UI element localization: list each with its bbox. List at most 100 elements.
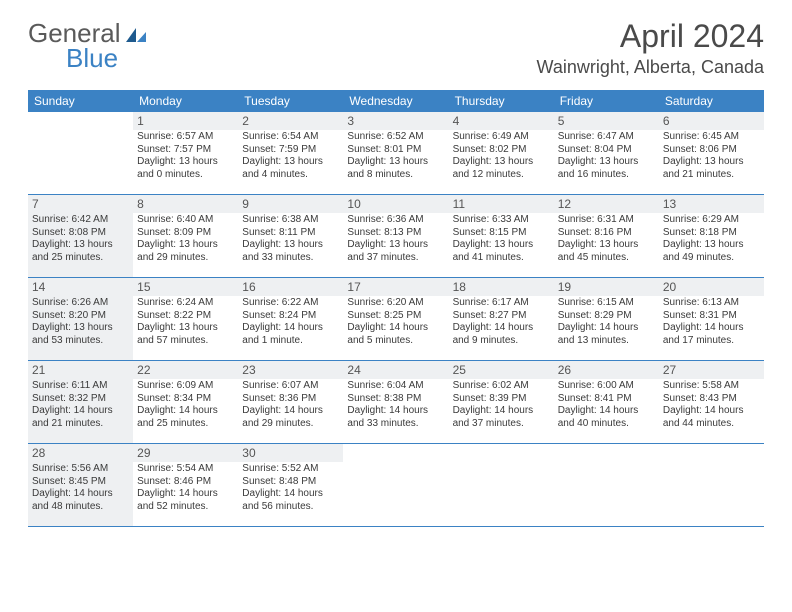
day-info-line: Daylight: 14 hours bbox=[32, 488, 129, 501]
day-info-line: Sunset: 8:41 PM bbox=[558, 393, 655, 406]
day-info-line: and 1 minute. bbox=[242, 335, 339, 348]
day-info-line: Sunset: 8:09 PM bbox=[137, 227, 234, 240]
day-info-line: Sunset: 7:57 PM bbox=[137, 144, 234, 157]
day-info-line: Sunrise: 6:24 AM bbox=[137, 297, 234, 310]
day-info-line: and 45 minutes. bbox=[558, 252, 655, 265]
dow-cell: Wednesday bbox=[343, 90, 448, 112]
day-cell: 13Sunrise: 6:29 AMSunset: 8:18 PMDayligh… bbox=[659, 195, 764, 277]
day-info-line: and 49 minutes. bbox=[663, 252, 760, 265]
day-info-line: Daylight: 14 hours bbox=[242, 322, 339, 335]
month-title: April 2024 bbox=[537, 18, 764, 55]
day-info-line: Sunrise: 6:26 AM bbox=[32, 297, 129, 310]
day-cell bbox=[554, 444, 659, 526]
day-info-line: Daylight: 14 hours bbox=[137, 405, 234, 418]
day-info-line: Daylight: 13 hours bbox=[242, 156, 339, 169]
day-info-line: Sunset: 8:24 PM bbox=[242, 310, 339, 323]
day-info-line: and 21 minutes. bbox=[32, 418, 129, 431]
day-info-line: Daylight: 14 hours bbox=[453, 322, 550, 335]
dow-row: SundayMondayTuesdayWednesdayThursdayFrid… bbox=[28, 90, 764, 112]
day-info-line: and 40 minutes. bbox=[558, 418, 655, 431]
day-info-line: and 37 minutes. bbox=[453, 418, 550, 431]
day-cell: 15Sunrise: 6:24 AMSunset: 8:22 PMDayligh… bbox=[133, 278, 238, 360]
day-info-line: Daylight: 14 hours bbox=[137, 488, 234, 501]
day-info-line: and 9 minutes. bbox=[453, 335, 550, 348]
day-info-line: Sunrise: 6:09 AM bbox=[137, 380, 234, 393]
day-number: 13 bbox=[659, 195, 764, 213]
day-number: 25 bbox=[449, 361, 554, 379]
day-info-line: Sunset: 8:48 PM bbox=[242, 476, 339, 489]
day-cell: 3Sunrise: 6:52 AMSunset: 8:01 PMDaylight… bbox=[343, 112, 448, 194]
day-info-line: Daylight: 14 hours bbox=[347, 322, 444, 335]
day-info-line: and 57 minutes. bbox=[137, 335, 234, 348]
day-info-line: and 37 minutes. bbox=[347, 252, 444, 265]
day-number: 3 bbox=[343, 112, 448, 130]
day-number: 29 bbox=[133, 444, 238, 462]
day-info-line: Daylight: 13 hours bbox=[137, 239, 234, 252]
day-cell: 29Sunrise: 5:54 AMSunset: 8:46 PMDayligh… bbox=[133, 444, 238, 526]
day-info-line: Sunset: 8:16 PM bbox=[558, 227, 655, 240]
day-info-line: Daylight: 13 hours bbox=[558, 156, 655, 169]
day-info-line: and 41 minutes. bbox=[453, 252, 550, 265]
day-cell bbox=[28, 112, 133, 194]
day-number: 24 bbox=[343, 361, 448, 379]
day-number: 26 bbox=[554, 361, 659, 379]
day-info-line: and 29 minutes. bbox=[242, 418, 339, 431]
day-info-line: Daylight: 14 hours bbox=[558, 322, 655, 335]
week-row: 14Sunrise: 6:26 AMSunset: 8:20 PMDayligh… bbox=[28, 278, 764, 361]
title-block: April 2024 Wainwright, Alberta, Canada bbox=[537, 18, 764, 78]
day-info-line: Sunset: 8:46 PM bbox=[137, 476, 234, 489]
day-cell: 27Sunrise: 5:58 AMSunset: 8:43 PMDayligh… bbox=[659, 361, 764, 443]
day-info-line: Sunrise: 6:13 AM bbox=[663, 297, 760, 310]
day-info-line: Daylight: 13 hours bbox=[242, 239, 339, 252]
day-info-line: Daylight: 13 hours bbox=[347, 156, 444, 169]
day-info-line: Sunset: 8:25 PM bbox=[347, 310, 444, 323]
day-cell: 16Sunrise: 6:22 AMSunset: 8:24 PMDayligh… bbox=[238, 278, 343, 360]
day-number: 20 bbox=[659, 278, 764, 296]
location: Wainwright, Alberta, Canada bbox=[537, 57, 764, 78]
day-info-line: Sunrise: 6:45 AM bbox=[663, 131, 760, 144]
day-number: 28 bbox=[28, 444, 133, 462]
day-info-line: Sunrise: 6:02 AM bbox=[453, 380, 550, 393]
dow-cell: Thursday bbox=[449, 90, 554, 112]
day-info-line: Daylight: 13 hours bbox=[663, 239, 760, 252]
day-info-line: Daylight: 14 hours bbox=[242, 488, 339, 501]
day-info-line: Sunset: 8:27 PM bbox=[453, 310, 550, 323]
week-row: 21Sunrise: 6:11 AMSunset: 8:32 PMDayligh… bbox=[28, 361, 764, 444]
day-info-line: Daylight: 13 hours bbox=[32, 239, 129, 252]
dow-cell: Monday bbox=[133, 90, 238, 112]
day-number: 27 bbox=[659, 361, 764, 379]
day-info-line: Sunset: 8:36 PM bbox=[242, 393, 339, 406]
day-info-line: and 0 minutes. bbox=[137, 169, 234, 182]
day-number: 5 bbox=[554, 112, 659, 130]
day-cell: 9Sunrise: 6:38 AMSunset: 8:11 PMDaylight… bbox=[238, 195, 343, 277]
week-row: 7Sunrise: 6:42 AMSunset: 8:08 PMDaylight… bbox=[28, 195, 764, 278]
day-info-line: Sunset: 7:59 PM bbox=[242, 144, 339, 157]
day-info-line: Daylight: 13 hours bbox=[453, 156, 550, 169]
day-info-line: and 52 minutes. bbox=[137, 501, 234, 514]
day-info-line: Sunset: 8:06 PM bbox=[663, 144, 760, 157]
day-info-line: Sunrise: 6:57 AM bbox=[137, 131, 234, 144]
day-cell: 25Sunrise: 6:02 AMSunset: 8:39 PMDayligh… bbox=[449, 361, 554, 443]
day-info-line: Daylight: 14 hours bbox=[558, 405, 655, 418]
day-cell bbox=[659, 444, 764, 526]
day-info-line: Sunset: 8:15 PM bbox=[453, 227, 550, 240]
day-number: 4 bbox=[449, 112, 554, 130]
day-info-line: and 17 minutes. bbox=[663, 335, 760, 348]
day-info-line: Sunset: 8:11 PM bbox=[242, 227, 339, 240]
day-info-line: Daylight: 13 hours bbox=[663, 156, 760, 169]
day-cell: 22Sunrise: 6:09 AMSunset: 8:34 PMDayligh… bbox=[133, 361, 238, 443]
day-number: 14 bbox=[28, 278, 133, 296]
day-info-line: Sunrise: 6:33 AM bbox=[453, 214, 550, 227]
day-cell: 28Sunrise: 5:56 AMSunset: 8:45 PMDayligh… bbox=[28, 444, 133, 526]
day-cell bbox=[343, 444, 448, 526]
day-cell: 26Sunrise: 6:00 AMSunset: 8:41 PMDayligh… bbox=[554, 361, 659, 443]
day-info-line: Daylight: 13 hours bbox=[137, 156, 234, 169]
day-info-line: Sunset: 8:01 PM bbox=[347, 144, 444, 157]
day-cell: 5Sunrise: 6:47 AMSunset: 8:04 PMDaylight… bbox=[554, 112, 659, 194]
dow-cell: Tuesday bbox=[238, 90, 343, 112]
day-number: 1 bbox=[133, 112, 238, 130]
day-cell: 11Sunrise: 6:33 AMSunset: 8:15 PMDayligh… bbox=[449, 195, 554, 277]
day-info-line: and 25 minutes. bbox=[137, 418, 234, 431]
day-info-line: Daylight: 14 hours bbox=[32, 405, 129, 418]
day-cell bbox=[449, 444, 554, 526]
